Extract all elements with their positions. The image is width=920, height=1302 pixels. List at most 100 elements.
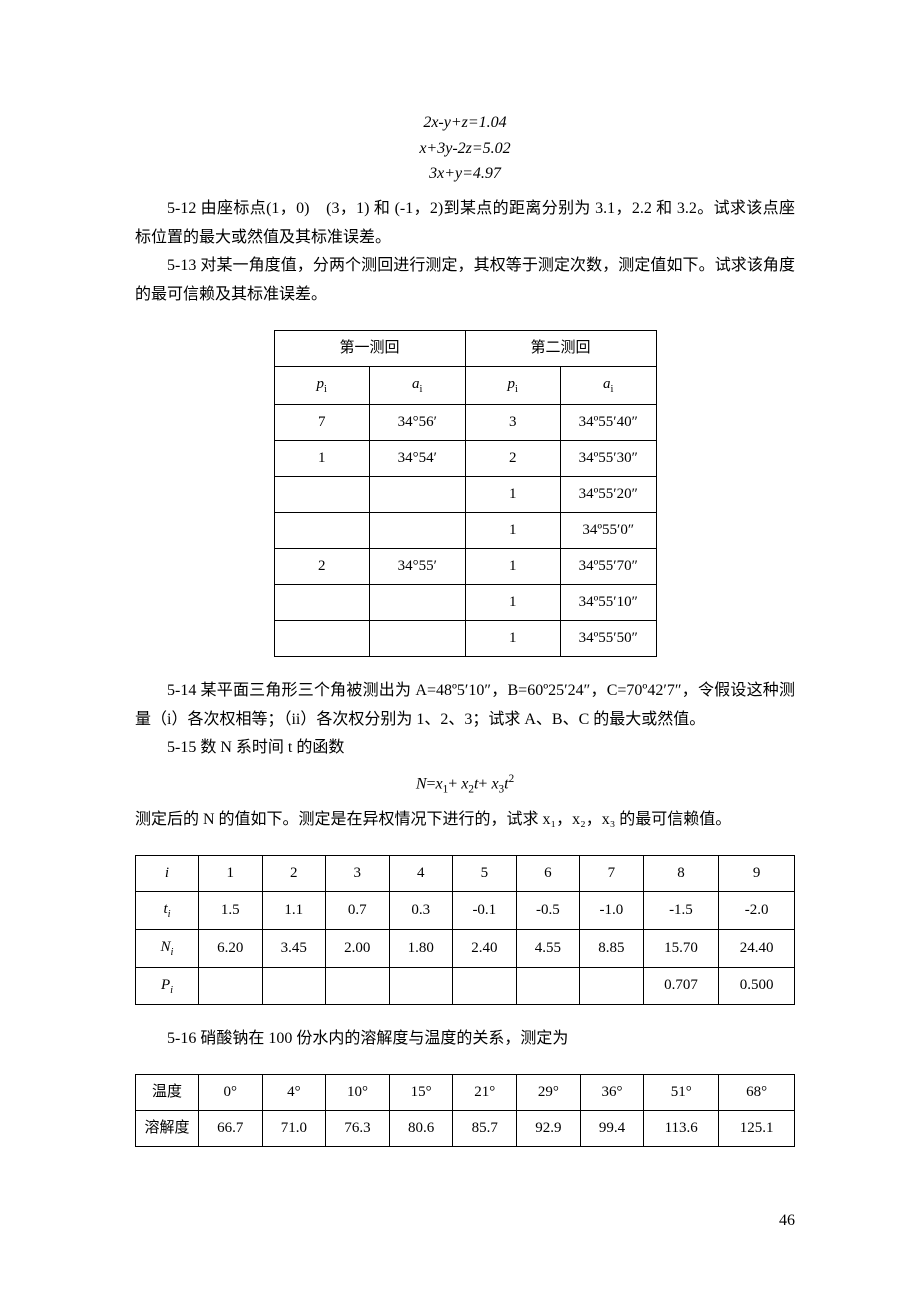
table-cell: 3 (465, 404, 561, 440)
row-label: ti (136, 891, 199, 929)
table-cell (370, 584, 466, 620)
table-cell: 66.7 (199, 1111, 263, 1147)
table-cell: 5 (453, 855, 517, 891)
table-cell (370, 620, 466, 656)
table-cell: 1.1 (262, 891, 326, 929)
table-cell: 1.5 (199, 891, 263, 929)
table-cell: 34°56′ (370, 404, 466, 440)
problem-5-15-b: 测定后的 N 的值如下。测定是在异权情况下进行的，试求 x₁，x₂，x₃ 的最可… (135, 806, 795, 835)
row-label: 溶解度 (136, 1111, 199, 1147)
row-label: 温度 (136, 1075, 199, 1111)
table-row: 134º55′20″ (274, 476, 656, 512)
table-cell (370, 476, 466, 512)
table-cell: -0.5 (516, 891, 580, 929)
table-cell (326, 967, 390, 1005)
table-cell: 1 (465, 512, 561, 548)
table-cell: 34°55′ (370, 548, 466, 584)
table-cell: 92.9 (517, 1111, 581, 1147)
table-cell: 3.45 (262, 929, 326, 967)
table-cell: 15° (389, 1075, 453, 1111)
table-row: Pi 0.7070.500 (136, 967, 795, 1005)
table-cell: 1.80 (389, 929, 453, 967)
table-cell: 125.1 (719, 1111, 795, 1147)
table-cell (262, 967, 326, 1005)
table-cell (516, 967, 580, 1005)
table-cell: 7 (580, 855, 644, 891)
table-cell: 76.3 (326, 1111, 390, 1147)
row-label: Pi (136, 967, 199, 1005)
table-cell: 2.40 (453, 929, 517, 967)
table-row: 234°55′134º55′70″ (274, 548, 656, 584)
table-cell: 36° (580, 1075, 644, 1111)
problem-5-16: 5-16 硝酸钠在 100 份水内的溶解度与温度的关系，测定为 (135, 1025, 795, 1054)
table-cell: 34º55′0″ (561, 512, 657, 548)
equation-block: 2x-y+z=1.04 x+3y-2z=5.02 3x+y=4.97 (135, 110, 795, 187)
t1-subheader-row: pi ai pi ai (274, 366, 656, 404)
table-5-16: 温度0°4°10°15°21°29°36°51°68°溶解度66.771.076… (135, 1074, 795, 1147)
table-row: 134°54′234º55′30″ (274, 440, 656, 476)
table-cell: 6 (516, 855, 580, 891)
table-cell: 34º55′10″ (561, 584, 657, 620)
table-cell: 24.40 (719, 929, 795, 967)
table-cell: 0.7 (326, 891, 390, 929)
table-cell: 15.70 (643, 929, 719, 967)
t1-group-2: 第二测回 (465, 330, 656, 366)
table-cell: 34º55′20″ (561, 476, 657, 512)
table-cell: -2.0 (719, 891, 795, 929)
table-cell (453, 967, 517, 1005)
table-row: ti1.51.10.70.3-0.1-0.5-1.0-1.5-2.0 (136, 891, 795, 929)
table-cell: 2 (465, 440, 561, 476)
equation-1: 2x-y+z=1.04 (423, 114, 506, 131)
table-cell: 10° (326, 1075, 390, 1111)
table-cell: 4.55 (516, 929, 580, 967)
table-cell: 0° (199, 1075, 263, 1111)
table-cell: 34º55′30″ (561, 440, 657, 476)
table-cell: 2 (262, 855, 326, 891)
table-row: 134º55′0″ (274, 512, 656, 548)
table-cell: 99.4 (580, 1111, 644, 1147)
table-row: 134º55′50″ (274, 620, 656, 656)
table-cell: 71.0 (262, 1111, 326, 1147)
table-cell (199, 967, 263, 1005)
equation-3: 3x+y=4.97 (429, 165, 501, 182)
table-cell: 34º55′50″ (561, 620, 657, 656)
table-cell: 0.707 (643, 967, 719, 1005)
table-cell: 9 (719, 855, 795, 891)
table-cell: 0.500 (719, 967, 795, 1005)
table-cell: 3 (326, 855, 390, 891)
table-cell (580, 967, 644, 1005)
table-cell: 1 (465, 584, 561, 620)
table-cell: 29° (517, 1075, 581, 1111)
table-cell: 2 (274, 548, 370, 584)
table-cell: 1 (199, 855, 263, 891)
table-cell: 34º55′70″ (561, 548, 657, 584)
table-cell: -1.0 (580, 891, 644, 929)
table-cell: 80.6 (389, 1111, 453, 1147)
table-cell: -1.5 (643, 891, 719, 929)
table-5-15: i123456789ti1.51.10.70.3-0.1-0.5-1.0-1.5… (135, 855, 795, 1006)
table-row: 134º55′10″ (274, 584, 656, 620)
table-row: Ni6.203.452.001.802.404.558.8515.7024.40 (136, 929, 795, 967)
row-label: Ni (136, 929, 199, 967)
table-cell: 113.6 (644, 1111, 719, 1147)
table-cell: 0.3 (389, 891, 453, 929)
table-cell (370, 512, 466, 548)
table-cell (274, 476, 370, 512)
table-cell: 51° (644, 1075, 719, 1111)
table-cell: 85.7 (453, 1111, 517, 1147)
t1-group-1: 第一测回 (274, 330, 465, 366)
table-cell: 1 (274, 440, 370, 476)
table-cell (274, 620, 370, 656)
table-cell: 1 (465, 620, 561, 656)
table-5-13: 第一测回 第二测回 pi ai pi ai 734°56′334º55′40″1… (274, 330, 657, 657)
row-label: i (136, 855, 199, 891)
table-cell (274, 584, 370, 620)
table-row: 734°56′334º55′40″ (274, 404, 656, 440)
table-row: i123456789 (136, 855, 795, 891)
table-cell: 7 (274, 404, 370, 440)
table-cell (274, 512, 370, 548)
table-cell: 68° (719, 1075, 795, 1111)
table-cell: 2.00 (326, 929, 390, 967)
table-cell: 6.20 (199, 929, 263, 967)
problem-5-13: 5-13 对某一角度值，分两个测回进行测定，其权等于测定次数，测定值如下。试求该… (135, 252, 795, 310)
